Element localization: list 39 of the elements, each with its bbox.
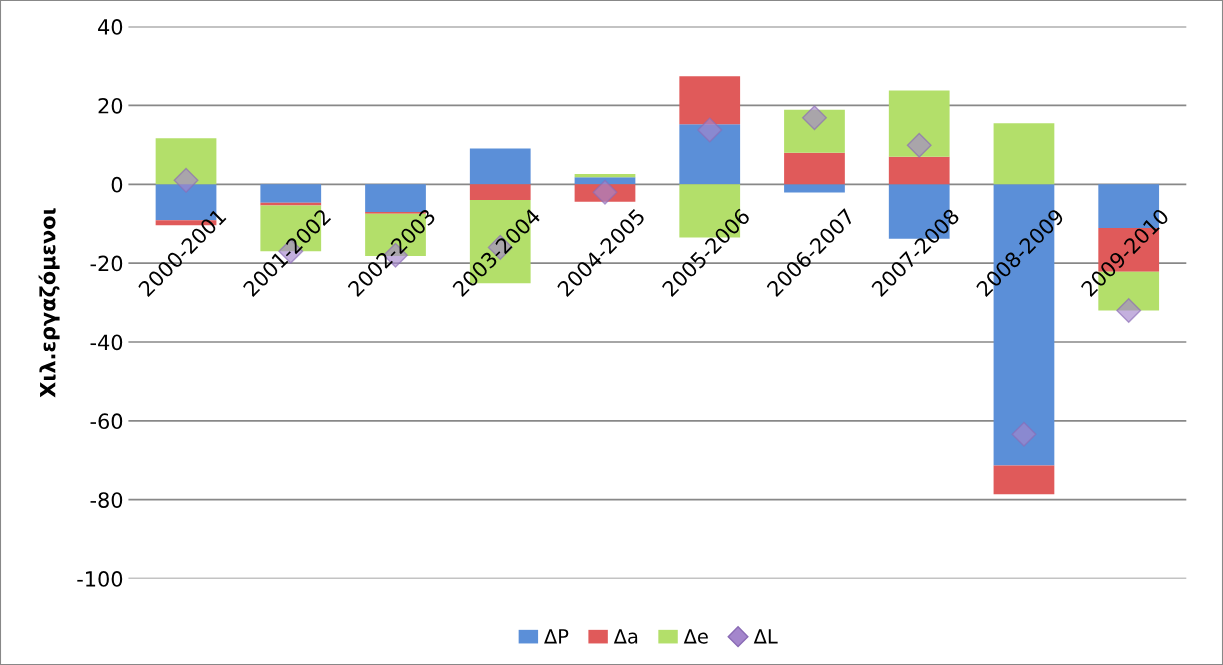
legend-label: ΔP [544,629,569,644]
bar [888,90,950,157]
bar [469,148,531,185]
bar [260,202,322,206]
legend-label: Δe [683,629,708,644]
bar [993,465,1055,495]
bar [574,174,636,178]
legend-label: Δa [613,629,638,644]
point [697,117,723,143]
bar [784,184,845,193]
bar [365,213,426,257]
point [1011,421,1037,447]
bar [784,109,845,153]
bar [260,184,322,203]
bar [888,156,950,185]
bar [1098,228,1160,272]
bar [574,177,636,185]
point [592,179,618,205]
y-tick-label: -20 [90,255,123,272]
y-tick-label: -40 [90,334,123,351]
bar [993,123,1055,185]
bar [365,184,426,212]
bar [469,184,531,201]
bar [679,76,741,125]
y-tick-label: -100 [77,571,123,587]
y-tick-label: -80 [90,492,123,508]
bar [574,184,636,202]
point [1116,297,1142,323]
y-axis-title: Χιλ.εργαζόμενοι [38,208,60,398]
y-tick-label: 20 [98,97,123,114]
legend-label: ΔL [753,629,778,644]
bar [784,152,845,185]
y-tick-label: 40 [98,19,123,35]
bar [155,138,217,185]
y-tick-label: -60 [90,413,123,430]
point [906,132,932,158]
y-tick-label: 0 [111,176,123,193]
bar [679,124,741,185]
point [173,167,199,193]
